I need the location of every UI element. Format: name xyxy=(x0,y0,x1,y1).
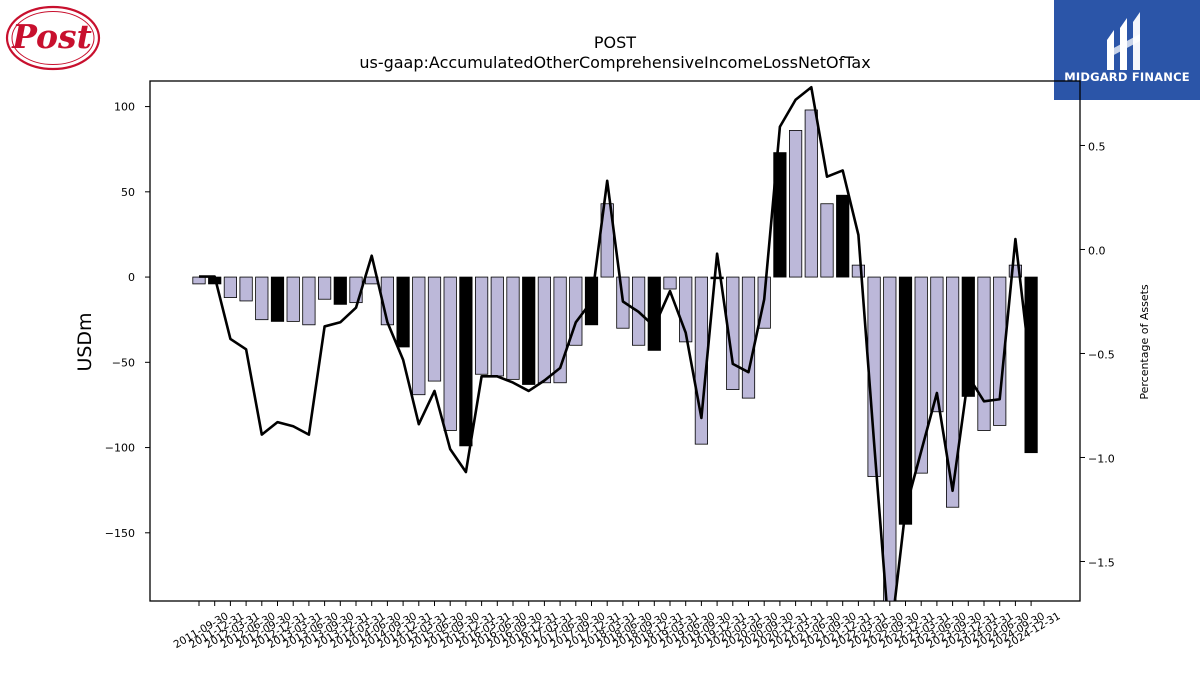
bar-2022-03-31 xyxy=(851,264,866,278)
bar-2013-03-31 xyxy=(286,276,300,322)
bar-2023-03-31 xyxy=(914,276,928,474)
bar-2020-06-30 xyxy=(741,276,756,399)
chart-title: POST xyxy=(594,33,636,52)
midgard-logo-icon xyxy=(1107,12,1140,70)
bar-2024-06-30 xyxy=(993,276,1007,426)
bar-2015-03-31 xyxy=(412,276,426,396)
midgard-brand: MIDGARD FINANCE xyxy=(1054,0,1200,100)
plot-frame xyxy=(149,80,1081,602)
y-tick-label: −150 xyxy=(105,527,135,540)
bar-2014-12-31 xyxy=(396,276,410,348)
bar-2018-03-31 xyxy=(600,203,614,278)
percentage-of-assets-line xyxy=(199,85,1033,601)
bar-2012-09-30 xyxy=(255,276,269,321)
y-axis-left: 100 50 0 −50 −100 −150 xyxy=(105,101,150,540)
bar-2012-06-30 xyxy=(239,276,253,302)
x-axis: 2011-09-302011-12-312012-03-312012-06-30… xyxy=(172,601,1063,651)
bar-2021-06-30 xyxy=(804,109,818,278)
brand-name: MIDGARD FINANCE xyxy=(1064,70,1190,84)
y-tick-label: 0 xyxy=(128,271,135,284)
bar-2022-09-30 xyxy=(883,276,897,601)
bar-2021-03-31 xyxy=(789,130,803,278)
bar-2015-09-30 xyxy=(443,276,457,431)
bar-2013-09-30 xyxy=(317,276,332,300)
y2-tick-label: 0.5 xyxy=(1088,140,1106,153)
bar-2023-09-30 xyxy=(946,276,960,508)
bar-2011-09-30 xyxy=(192,276,206,285)
bar-2023-12-31 xyxy=(961,276,975,397)
bar-2022-12-31 xyxy=(898,276,913,525)
bar-2020-12-31 xyxy=(773,152,787,278)
bar-2024-03-31 xyxy=(977,276,991,431)
y2-tick-label: −1.5 xyxy=(1088,556,1115,569)
y-tick-label: 50 xyxy=(121,186,135,199)
y2-tick-label: −1.0 xyxy=(1088,452,1115,465)
bar-2017-03-31 xyxy=(537,276,552,384)
y-axis-right: 0.5 0.0 −0.5 −1.0 −1.5 xyxy=(1080,140,1115,569)
bar-2019-03-31 xyxy=(663,276,677,290)
bar-2020-03-31 xyxy=(726,276,740,390)
bar-2019-12-31 xyxy=(710,276,724,280)
bar-2016-03-31 xyxy=(474,276,489,375)
bar-2013-12-31 xyxy=(333,276,347,305)
y2-tick-label: 0.0 xyxy=(1088,244,1106,257)
bar-2024-09-30 xyxy=(1008,264,1023,278)
bar-series xyxy=(192,109,1038,601)
post-logo-wordmark: Post xyxy=(11,17,92,56)
y-tick-label: −50 xyxy=(112,356,135,369)
bar-2015-12-31 xyxy=(459,276,473,447)
post-logo-icon: Post xyxy=(5,5,101,71)
y-axis-label: USDm xyxy=(74,312,96,371)
y-tick-label: −100 xyxy=(105,442,135,455)
bar-2016-09-30 xyxy=(506,276,520,380)
y2-axis-label: Percentage of Assets xyxy=(1138,284,1151,400)
bar-2012-03-31 xyxy=(223,276,237,298)
y-tick-label: 100 xyxy=(114,101,135,114)
bar-2016-12-31 xyxy=(522,276,536,385)
chart-subtitle: us-gaap:AccumulatedOtherComprehensiveInc… xyxy=(359,53,870,72)
line-series xyxy=(199,85,1033,601)
bar-2021-09-30 xyxy=(820,203,834,278)
bar-2021-12-31 xyxy=(836,194,850,278)
bar-2015-06-30 xyxy=(427,276,442,382)
bar-2023-06-30 xyxy=(930,276,944,413)
bar-2013-06-30 xyxy=(302,276,316,326)
bar-2012-12-31 xyxy=(270,276,285,322)
bar-2016-06-30 xyxy=(490,276,504,377)
y2-tick-label: −0.5 xyxy=(1088,348,1115,361)
